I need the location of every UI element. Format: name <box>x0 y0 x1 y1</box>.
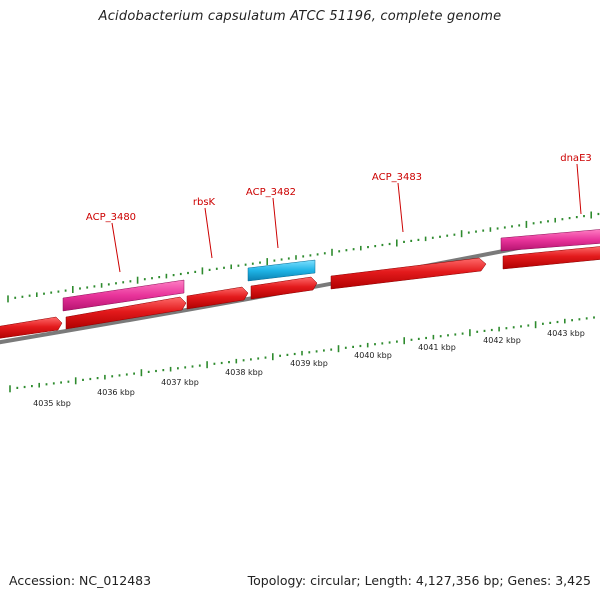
cds-feature-rbsk[interactable] <box>186 286 249 310</box>
kbp-label: 4043 kbp <box>547 329 585 338</box>
gene-leader-line <box>204 207 213 259</box>
gene-leader-line <box>272 197 279 249</box>
cds-feature[interactable] <box>0 316 63 339</box>
pseudo-feature-dnae3[interactable] <box>500 229 600 252</box>
kbp-label: 4037 kbp <box>161 378 199 387</box>
kbp-label: 4042 kbp <box>483 336 521 345</box>
accession-label: Accession: NC_012483 <box>9 573 152 588</box>
gene-label-acp-3482[interactable]: ACP_3482 <box>246 187 296 198</box>
kbp-label: 4039 kbp <box>290 359 328 368</box>
lower-tick-track <box>9 316 595 393</box>
gene-leader-line <box>111 222 121 273</box>
gene-leader-line <box>397 182 404 233</box>
kbp-label: 4035 kbp <box>33 399 71 408</box>
cds-feature-dnae3[interactable] <box>502 246 600 270</box>
gene-label-dnae3[interactable]: dnaE3 <box>560 153 592 164</box>
pseudo-feature-acp-3480[interactable] <box>62 279 185 312</box>
gene-label-acp-3480[interactable]: ACP_3480 <box>86 212 136 223</box>
cds-feature-acp-3480[interactable] <box>65 296 187 330</box>
kbp-label: 4041 kbp <box>418 343 456 352</box>
rna-feature-acp-3482[interactable] <box>247 259 316 282</box>
cds-feature-acp-3483[interactable] <box>330 257 487 290</box>
genome-summary-label: Topology: circular; Length: 4,127,356 bp… <box>247 573 591 588</box>
cds-feature-acp-3482[interactable] <box>250 276 318 300</box>
kbp-label: 4038 kbp <box>225 368 263 377</box>
gene-label-rbsk[interactable]: rbsK <box>193 197 216 208</box>
kbp-label: 4040 kbp <box>354 351 392 360</box>
upper-tick-track <box>7 211 600 303</box>
gene-label-acp-3483[interactable]: ACP_3483 <box>372 172 422 183</box>
genome-title: Acidobacterium capsulatum ATCC 51196, co… <box>98 9 502 24</box>
gene-leader-line <box>576 163 582 215</box>
kbp-label: 4036 kbp <box>97 388 135 397</box>
